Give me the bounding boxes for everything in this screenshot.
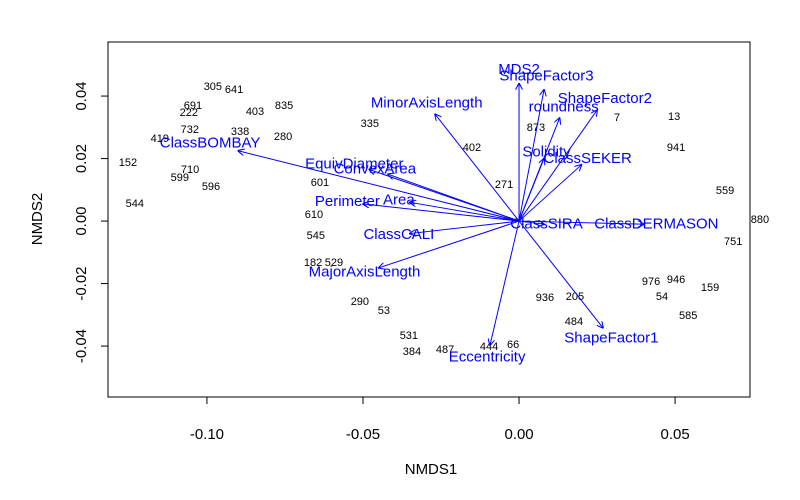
y-tick-label: 0.04 <box>73 81 90 110</box>
point-label: 941 <box>667 142 685 154</box>
vector-label: EquivDiameter <box>305 155 403 172</box>
point-label: 936 <box>536 292 554 304</box>
point-label: 335 <box>361 118 379 130</box>
point-label: 544 <box>126 198 144 210</box>
vector-label: ClassDERMASON <box>594 215 718 232</box>
point-label: 182 <box>304 257 322 269</box>
point-label: 601 <box>311 177 329 189</box>
point-label: 529 <box>325 257 343 269</box>
vector-arrow <box>379 220 520 268</box>
x-tick-label: 0.05 <box>660 426 689 443</box>
vector-label: MDS2 <box>498 61 540 78</box>
vector-label: Area <box>383 191 415 208</box>
vector-label: roundness <box>529 99 599 116</box>
point-label: 610 <box>305 209 323 221</box>
y-axis-label: NMDS2 <box>29 193 46 246</box>
point-label: 946 <box>667 274 685 286</box>
point-label: 835 <box>275 100 293 112</box>
point-label: 290 <box>351 296 369 308</box>
point-label: 403 <box>246 106 264 118</box>
vector-label: ClassCALI <box>363 226 434 243</box>
point-label: 545 <box>307 230 325 242</box>
point-label: 487 <box>436 344 454 356</box>
vector-label: ClassBOMBAY <box>160 135 261 152</box>
y-tick-label: -0.02 <box>73 266 90 300</box>
y-tick-label: 0.00 <box>73 206 90 235</box>
vector-label: ConvexArea <box>334 160 417 177</box>
vector-label: ShapeFactor3 <box>499 68 593 85</box>
x-tick-label: 0.00 <box>504 426 533 443</box>
point-label: 691 <box>184 100 202 112</box>
vector-arrow <box>518 220 603 328</box>
vector-label: ShapeFactor2 <box>558 90 652 107</box>
point-label: 976 <box>642 276 660 288</box>
vector-label: Perimeter <box>315 193 380 210</box>
point-label: 13 <box>668 111 680 123</box>
vector-arrow <box>363 204 520 222</box>
point-label: 305 <box>204 81 222 93</box>
point-label: 280 <box>274 131 292 143</box>
vector-label: ShapeFactor1 <box>564 330 658 347</box>
vector-arrow <box>518 165 581 222</box>
point-label: 152 <box>119 157 137 169</box>
x-tick-label: -0.10 <box>190 426 224 443</box>
vector-label: Solidity <box>522 143 571 160</box>
point-label: 880 <box>751 214 769 226</box>
point-label: 271 <box>495 179 513 191</box>
vector-label: ClassSIRA <box>510 215 583 232</box>
y-tick-label: -0.04 <box>73 329 90 363</box>
point-label: 384 <box>403 346 421 358</box>
vector-arrow <box>435 114 520 222</box>
vector-label: ClassSEKER <box>544 150 633 167</box>
plot-frame <box>107 41 751 398</box>
point-label: 159 <box>701 282 719 294</box>
point-label: 599 <box>171 172 189 184</box>
point-label: 873 <box>527 122 545 134</box>
point-label: 402 <box>463 142 481 154</box>
vector-label: MajorAxisLength <box>309 264 421 281</box>
point-label: 751 <box>724 236 742 248</box>
vector-arrow <box>388 174 520 222</box>
point-label: 7 <box>614 112 620 124</box>
point-label: 559 <box>716 185 734 197</box>
vector-arrow <box>518 159 544 222</box>
vector-label: Eccentricity <box>449 349 526 366</box>
y-tick-label: 0.02 <box>73 144 90 173</box>
point-label: 585 <box>679 310 697 322</box>
vector-arrow <box>519 221 644 224</box>
point-label: 66 <box>507 339 519 351</box>
x-axis-label: NMDS1 <box>405 461 458 478</box>
x-tick-label: -0.05 <box>346 426 380 443</box>
point-label: 531 <box>400 330 418 342</box>
point-label: 484 <box>565 316 583 328</box>
vector-arrow <box>518 110 597 222</box>
vector-arrow <box>410 220 520 234</box>
vector-arrow <box>490 220 520 345</box>
point-label: 641 <box>225 84 243 96</box>
point-label: 54 <box>656 291 668 303</box>
point-label: 338 <box>231 126 249 138</box>
point-label: 419 <box>151 133 169 145</box>
point-label: 732 <box>181 124 199 136</box>
point-label: 205 <box>566 291 584 303</box>
point-label: 710 <box>181 164 199 176</box>
point-label: 596 <box>202 181 220 193</box>
point-label: 222 <box>180 107 198 119</box>
vector-arrow <box>238 151 520 222</box>
point-label: 53 <box>378 305 390 317</box>
vector-arrow <box>518 90 544 222</box>
vector-arrow <box>410 202 520 222</box>
vector-label: MinorAxisLength <box>371 94 483 111</box>
